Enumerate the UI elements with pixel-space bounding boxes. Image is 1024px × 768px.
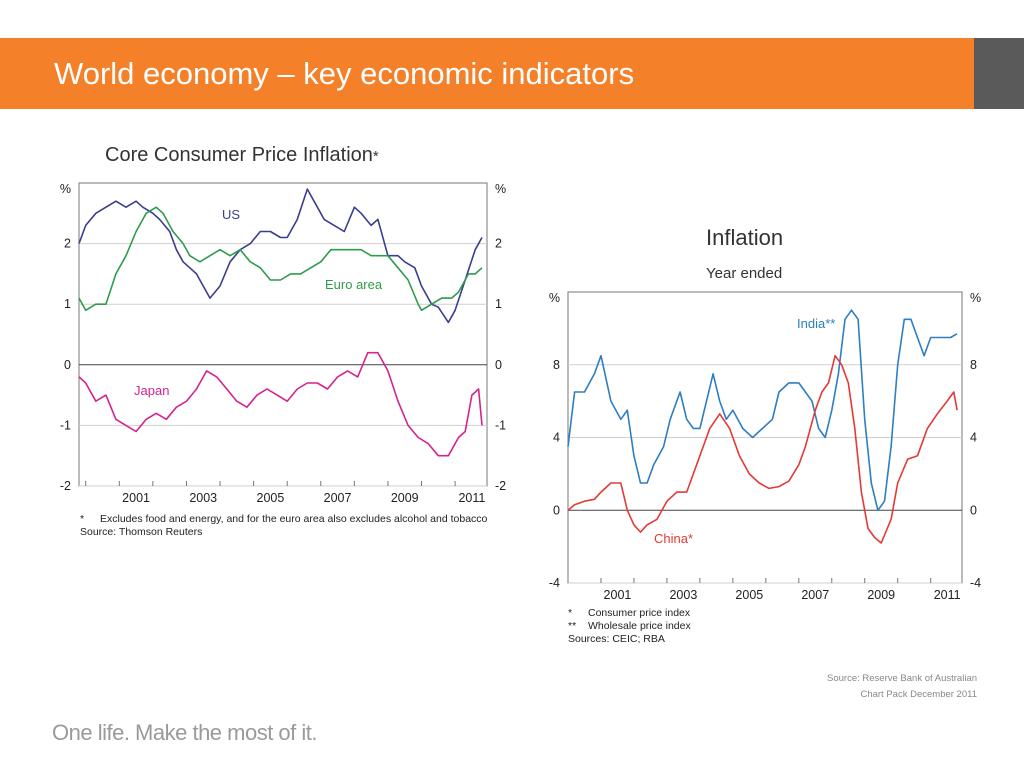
footnote-row: Source: Thomson Reuters [80,526,490,539]
y-tick-label: 8 [970,358,977,372]
y-unit-label: % [495,182,506,196]
y-tick-label: -1 [495,418,506,432]
y-tick-label: -4 [549,576,560,590]
y-tick-label: -2 [60,479,71,493]
series-line-india [567,309,958,512]
series-line-euroarea [78,206,483,312]
footnote-mark: * [568,607,573,619]
chart-1-title-text: Core Consumer Price Inflation [105,144,373,166]
tagline: One life. Make the most of it. [52,720,318,745]
y-tick-label: 8 [553,358,560,372]
series-line-japan [78,351,483,457]
chart-1-title-mark: * [372,148,379,165]
footnote-row: Sources: CEIC; RBA [568,633,968,646]
plot-frame [78,182,488,487]
series-label: US [222,207,240,222]
footnote-text: Consumer price index [588,607,691,619]
series-label: China* [654,531,693,546]
series-label: India** [797,316,835,331]
y-unit-label: % [970,291,981,305]
y-tick-label: 0 [970,503,977,517]
source-line-2: Chart Pack December 2011 [860,689,977,700]
x-tick-label: 2001 [122,491,150,505]
chart-2-title: Inflation [706,225,784,250]
footnote-mark: ** [568,620,577,632]
series-label: Japan [134,383,169,398]
y-tick-label: 4 [970,431,977,445]
x-tick-label: 2003 [189,491,217,505]
title-banner-accent [974,38,1024,109]
y-tick-label: 0 [64,358,71,372]
chart-1-footnotes: * Excludes food and energy, and for the e… [80,513,490,539]
x-tick-label: 2003 [669,588,697,602]
y-tick-label: 4 [553,431,560,445]
footnote-row: * Consumer price index [568,607,968,620]
x-tick-label: 2007 [324,491,352,505]
x-tick-label: 2011 [934,588,961,602]
y-unit-label: % [60,182,71,196]
y-tick-label: -2 [495,479,506,493]
source-line-1: Source: Reserve Bank of Australian [827,673,977,684]
title-banner [0,38,974,109]
x-tick-label: 2001 [604,588,632,602]
chart-2-footnotes: * Consumer price index ** Wholesale price … [568,607,968,646]
y-tick-label: 0 [495,358,502,372]
series-label: Euro area [325,277,383,292]
slide-title: World economy – key economic indicators [54,56,635,91]
chart-2-subtitle: Year ended [706,265,783,282]
footnote-text: Sources: CEIC; RBA [568,633,665,645]
footnote-mark: * [80,513,85,525]
footnote-text: Wholesale price index [588,620,691,632]
x-tick-label: 2011 [458,491,485,505]
series-line-china [567,354,958,544]
footnote-row: * Excludes food and energy, and for the e… [80,513,490,526]
x-tick-label: 2005 [257,491,285,505]
x-tick-label: 2005 [735,588,763,602]
footnote-row: ** Wholesale price index [568,620,968,633]
x-tick-label: 2009 [391,491,419,505]
y-tick-label: -1 [60,418,71,432]
x-tick-label: 2009 [867,588,895,602]
footnote-text: Excludes food and energy, and for the eu… [100,513,488,525]
y-tick-label: 2 [64,237,71,251]
y-tick-label: 1 [495,297,502,311]
footnote-text: Source: Thomson Reuters [80,526,203,538]
y-tick-label: -4 [970,576,981,590]
y-tick-label: 1 [64,297,71,311]
x-tick-label: 2007 [801,588,829,602]
y-tick-label: 2 [495,237,502,251]
y-unit-label: % [549,291,560,305]
chart-1-title: Core Consumer Price Inflation* [105,144,379,167]
y-tick-label: 0 [553,503,560,517]
